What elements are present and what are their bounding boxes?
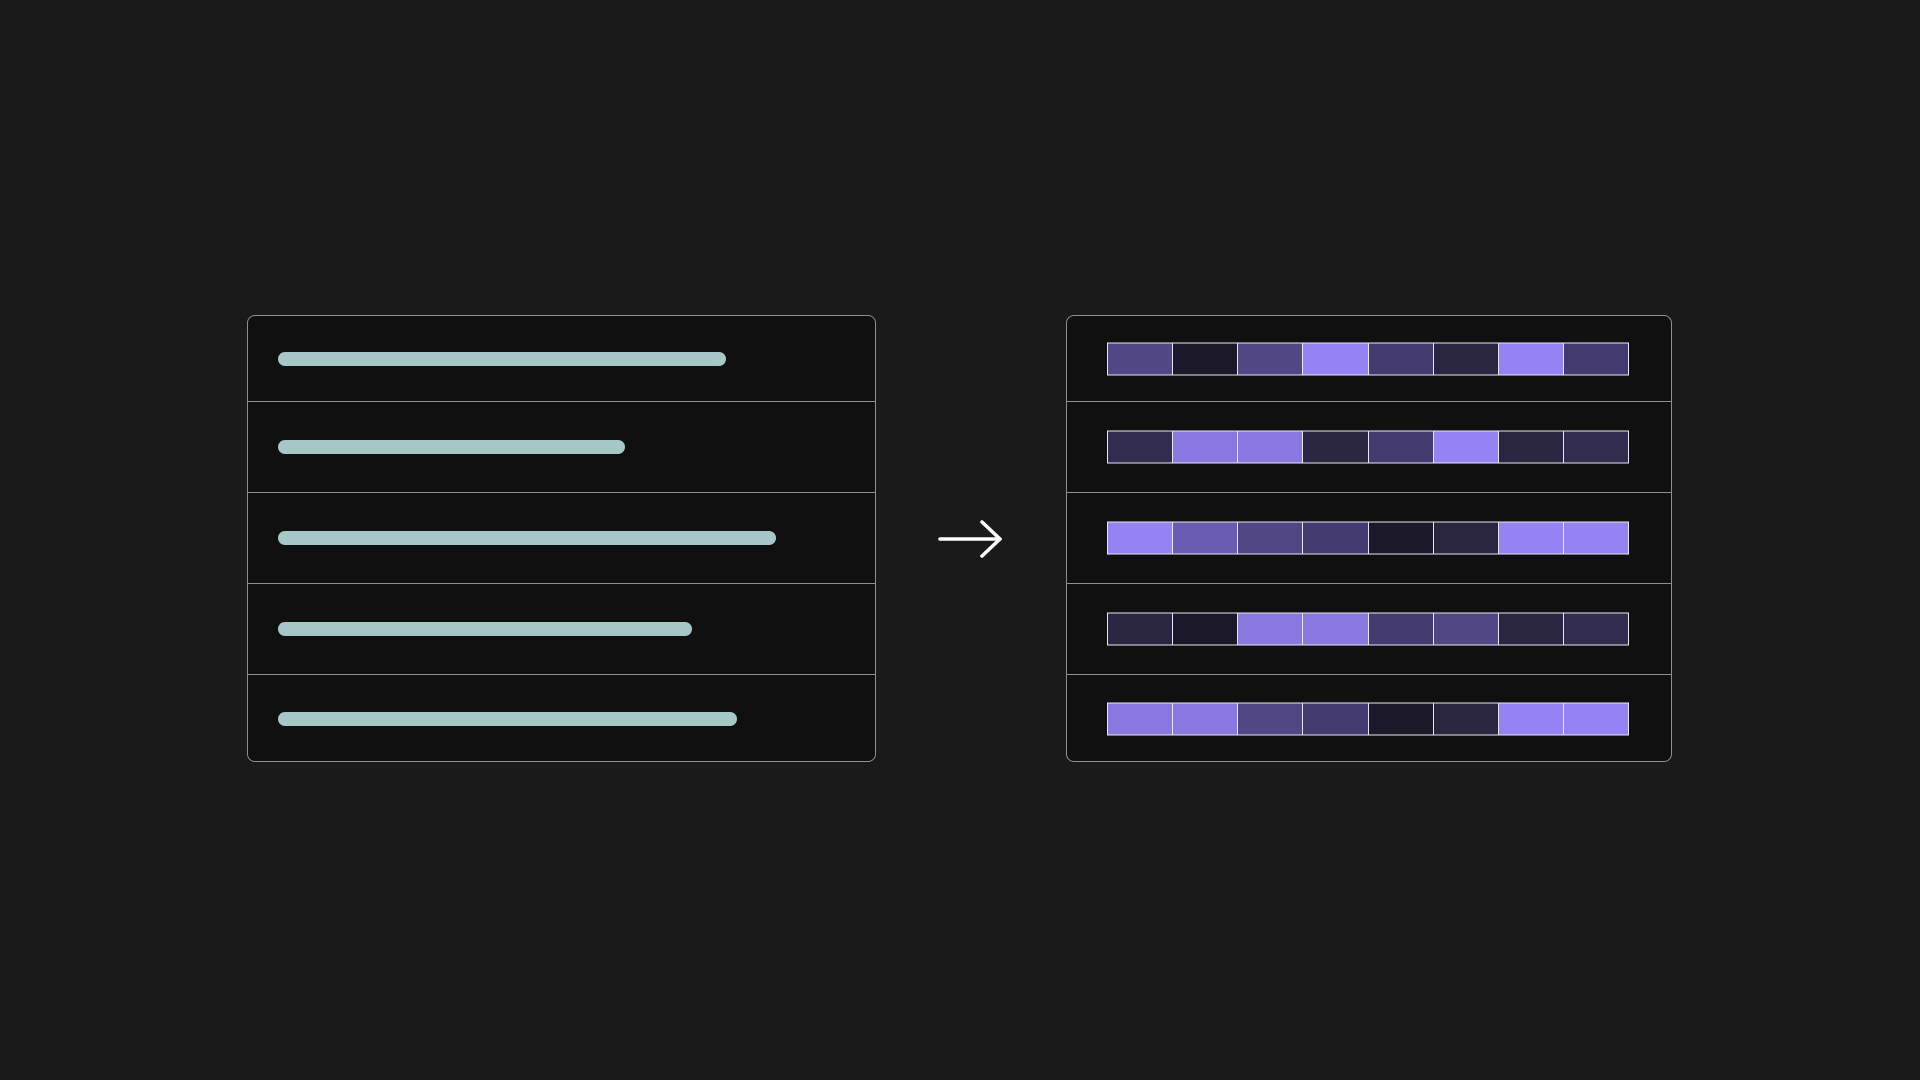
embedding-cell [1237,613,1303,644]
embedding-row-3 [1067,492,1671,583]
embedding-cell [1172,431,1238,462]
embedding-cell [1302,431,1368,462]
embedding-cell [1497,703,1563,734]
embedding-cell [1562,522,1628,553]
text-rows-panel [247,315,876,762]
embedding-cell [1432,343,1498,374]
embedding-cell [1367,522,1433,553]
embedding-cell [1497,613,1563,644]
embedding-vector [1107,430,1629,463]
embedding-row-1 [1067,316,1671,401]
text-line [278,439,625,454]
text-line [278,351,726,366]
text-line [278,711,737,726]
embedding-cell [1367,431,1433,462]
embedding-cell [1237,343,1303,374]
text-row-3 [248,492,875,583]
embedding-rows-panel [1066,315,1672,762]
embedding-cell [1562,431,1628,462]
embedding-cell [1302,343,1368,374]
embedding-cell [1432,613,1498,644]
embedding-vector [1107,612,1629,645]
embedding-cell [1237,522,1303,553]
embedding-cell [1172,522,1238,553]
row-divider [1067,401,1671,402]
embedding-cell [1302,703,1368,734]
embedding-cell [1302,522,1368,553]
embedding-cell [1172,613,1238,644]
embedding-cell [1562,343,1628,374]
embedding-cell [1108,613,1173,644]
text-line [278,621,692,636]
embedding-cell [1302,613,1368,644]
arrow-right-icon [938,520,1002,558]
embedding-cell [1432,431,1498,462]
embedding-vector [1107,521,1629,554]
text-row-4 [248,583,875,674]
embedding-vector [1107,702,1629,735]
embedding-cell [1432,703,1498,734]
embedding-cell [1237,703,1303,734]
embedding-cell [1367,343,1433,374]
embedding-row-5 [1067,674,1671,761]
embedding-cell [1367,613,1433,644]
embedding-cell [1108,703,1173,734]
embedding-row-4 [1067,583,1671,674]
text-row-1 [248,316,875,401]
embedding-cell [1562,613,1628,644]
embedding-cell [1108,522,1173,553]
embedding-cell [1108,343,1173,374]
row-divider [248,492,875,493]
text-line [278,530,776,545]
row-divider [248,583,875,584]
embedding-cell [1497,343,1563,374]
embedding-cell [1367,703,1433,734]
row-divider [1067,492,1671,493]
row-divider [1067,583,1671,584]
embedding-vector [1107,342,1629,375]
embedding-cell [1237,431,1303,462]
embedding-cell [1172,343,1238,374]
embedding-cell [1108,431,1173,462]
text-row-2 [248,401,875,492]
embedding-cell [1562,703,1628,734]
embedding-cell [1432,522,1498,553]
embedding-row-2 [1067,401,1671,492]
embedding-cell [1497,522,1563,553]
embedding-cell [1497,431,1563,462]
row-divider [248,674,875,675]
row-divider [1067,674,1671,675]
embedding-cell [1172,703,1238,734]
text-row-5 [248,674,875,761]
row-divider [248,401,875,402]
